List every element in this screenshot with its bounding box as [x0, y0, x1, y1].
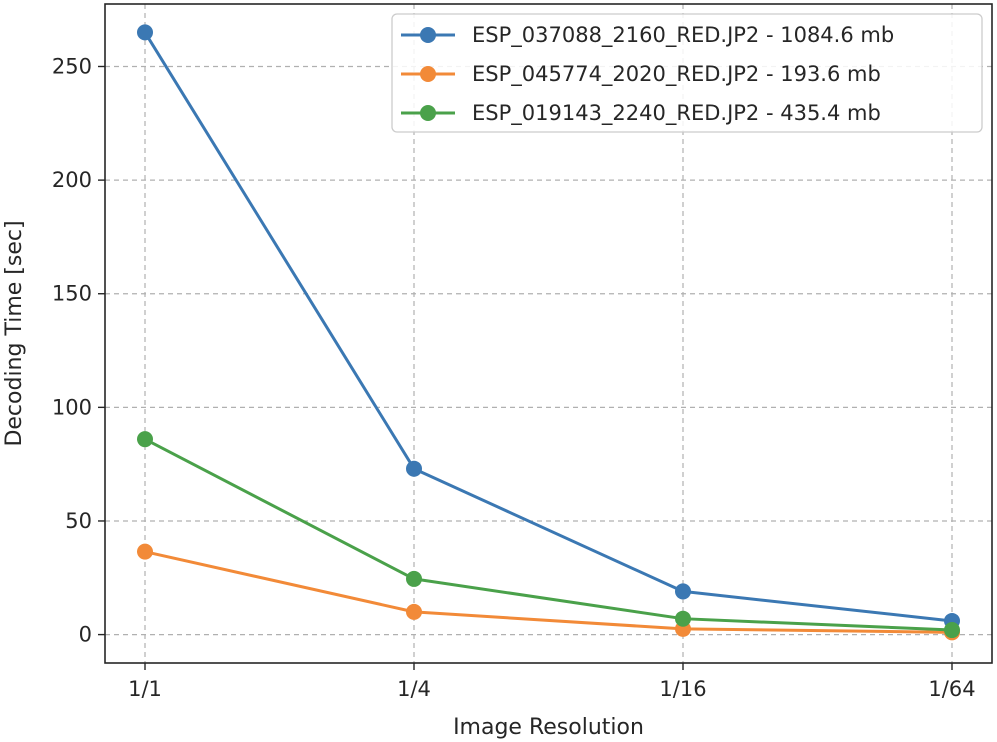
- data-point: [137, 431, 153, 448]
- legend-marker: [420, 105, 436, 121]
- legend-label: ESP_045774_2020_RED.JP2 - 193.6 mb: [472, 62, 881, 87]
- series-line-1: [143, 31, 953, 623]
- data-point: [675, 583, 691, 600]
- legend-marker: [420, 27, 436, 43]
- data-point: [406, 460, 422, 477]
- y-tick-label: 100: [52, 395, 92, 419]
- data-point: [675, 610, 691, 627]
- data-point: [406, 603, 422, 620]
- y-tick-label: 200: [52, 168, 92, 192]
- x-axis-ticks: 1/1 1/4 1/16 1/64: [128, 663, 976, 701]
- legend-label: ESP_019143_2240_RED.JP2 - 435.4 mb: [472, 101, 881, 126]
- legend-label: ESP_037088_2160_RED.JP2 - 1084.6 mb: [472, 23, 894, 48]
- x-tick-label: 1/64: [928, 677, 975, 701]
- data-point: [406, 570, 422, 587]
- data-point: [137, 543, 153, 560]
- series-line-3: [144, 437, 953, 632]
- legend-box: [391, 13, 983, 133]
- series-group: [137, 24, 960, 641]
- x-tick-label: 1/16: [659, 677, 706, 701]
- legend: ESP_037088_2160_RED.JP2 - 1084.6 mb ESP_0…: [391, 13, 983, 133]
- y-axis-label: Decoding Time [sec]: [2, 220, 27, 446]
- data-point: [137, 24, 153, 41]
- plot-frame: [104, 3, 993, 664]
- y-tick-label: 0: [79, 623, 92, 647]
- data-point: [944, 622, 960, 639]
- y-tick-label: 150: [52, 282, 92, 306]
- series-line-2: [144, 550, 953, 634]
- x-axis-label: Image Resolution: [453, 715, 644, 740]
- y-axis-ticks: 0 50 100 150 200 250: [52, 54, 105, 647]
- y-tick-label: 50: [65, 509, 92, 533]
- x-tick-label: 1/1: [128, 677, 162, 701]
- x-tick-label: 1/4: [397, 677, 431, 701]
- legend-marker: [420, 66, 436, 82]
- y-tick-label: 250: [52, 54, 92, 78]
